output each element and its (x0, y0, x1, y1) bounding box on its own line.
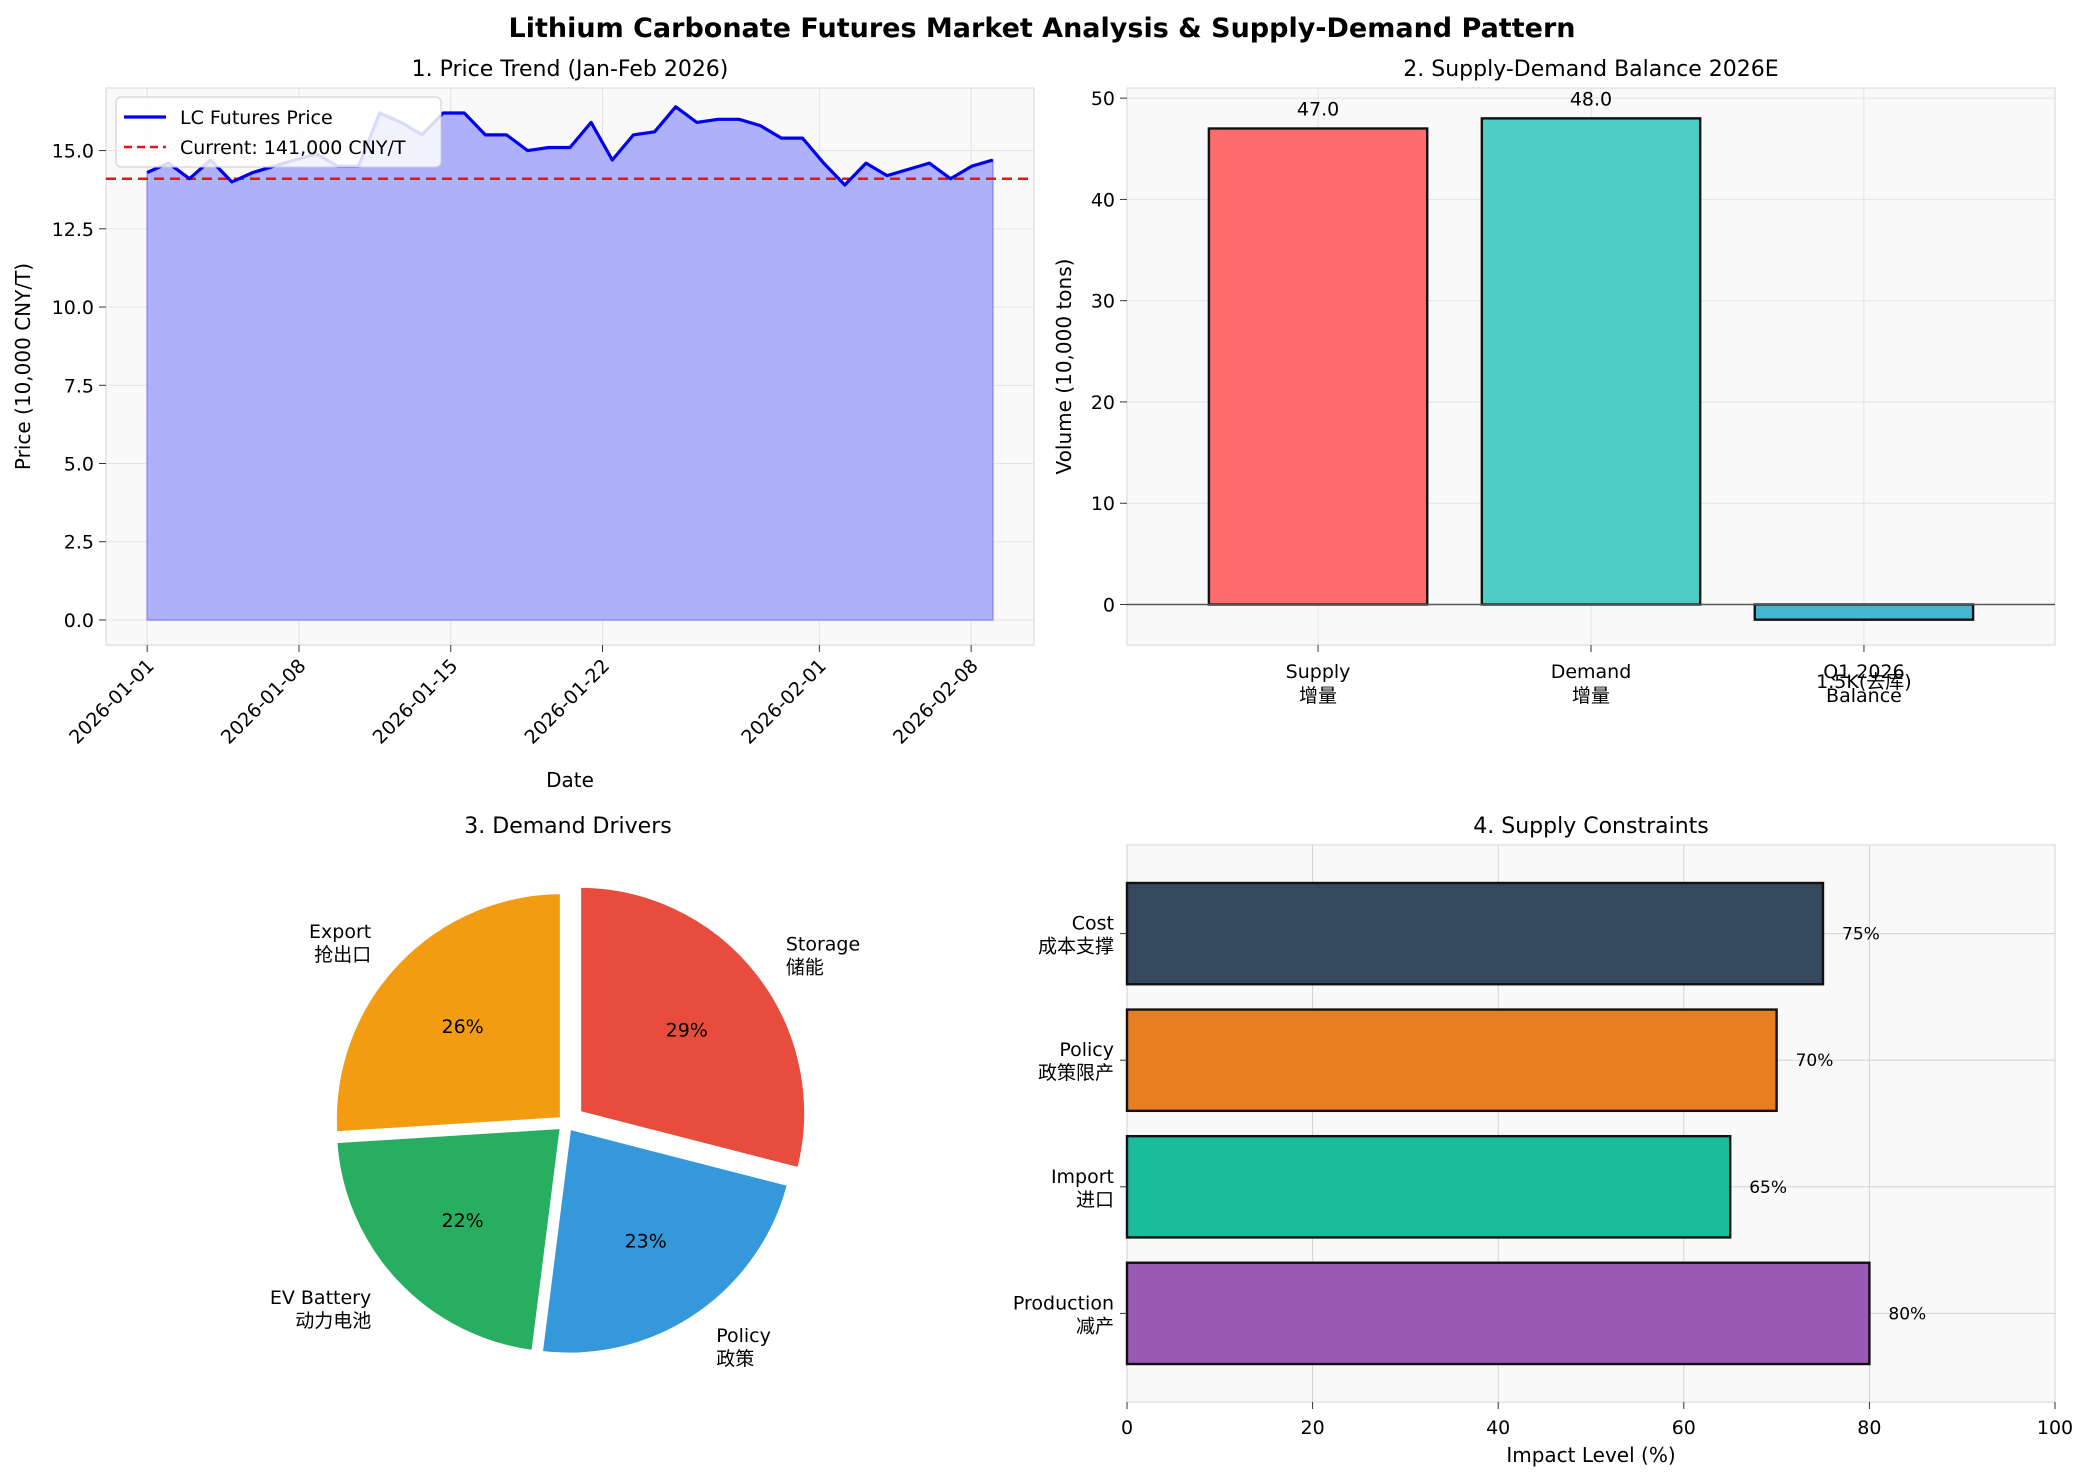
x-axis-label: Date (546, 768, 594, 792)
x-tick-label: Demand (1551, 661, 1632, 683)
pie-label: Policy (716, 1325, 771, 1347)
bar-value-label: 65% (1749, 1178, 1787, 1198)
bar-value-label: 80% (1888, 1304, 1926, 1324)
bar-value-label: 1.5K(去库) (1816, 671, 1912, 693)
x-tick-label: 2026-01-22 (520, 655, 614, 749)
pie-percent-label: 22% (442, 1210, 484, 1232)
bar-value-label: 48.0 (1570, 88, 1612, 110)
price-trend-chart: 0.0 2.5 5.0 7.5 10.0 12.5 15.0 2026-01-01 2026-0… (11, 57, 1035, 792)
y-tick-label: 15.0 (52, 141, 94, 163)
y-tick-label: 10 (1091, 493, 1115, 515)
y-tick-label: Import (1051, 1166, 1114, 1188)
bar-value-label: 70% (1796, 1051, 1834, 1071)
y-tick-label: 5.0 (64, 454, 94, 476)
bar (1125, 1008, 1778, 1113)
pie-label: 动力电池 (295, 1310, 371, 1332)
legend-box (115, 96, 442, 168)
y-tick-label: 40 (1091, 189, 1115, 211)
pie-label: Export (309, 921, 371, 943)
pie-label: Storage (786, 933, 860, 955)
x-tick-label: 2026-01-01 (65, 655, 159, 749)
y-tick-label: 10.0 (52, 297, 94, 319)
y-tick-label: 20 (1091, 392, 1115, 414)
x-tick-label: 2026-01-15 (369, 655, 463, 749)
x-tick-label: 60 (1672, 1417, 1696, 1439)
y-tick-label: 政策限产 (1038, 1062, 1114, 1084)
bar (1753, 603, 1975, 621)
legend-label: LC Futures Price (180, 107, 333, 129)
y-tick-label: Policy (1059, 1039, 1114, 1061)
bar-value-label: 75% (1842, 925, 1880, 945)
x-tick-label: 增量 (1299, 685, 1337, 707)
y-tick-label: 0.0 (64, 610, 94, 632)
figure-title: Lithium Carbonate Futures Market Analysi… (509, 13, 1576, 44)
bar (1125, 1134, 1732, 1239)
y-tick-label: 12.5 (52, 219, 94, 241)
x-tick-label: 2026-02-01 (737, 655, 831, 749)
chart-title: 4. Supply Constraints (1473, 814, 1708, 839)
pie-slice (332, 1123, 565, 1356)
pie-percent-label: 26% (442, 1016, 484, 1038)
x-tick-label: 0 (1121, 1417, 1133, 1439)
x-tick-label: 2026-01-08 (217, 655, 311, 749)
x-tick-label: Supply (1286, 661, 1351, 683)
y-tick-label: 30 (1091, 291, 1115, 313)
y-tick-label: 成本支撑 (1038, 936, 1114, 958)
x-tick-label: 80 (1857, 1417, 1881, 1439)
x-tick-label: 增量 (1572, 685, 1610, 707)
y-tick-label: 0 (1103, 594, 1115, 616)
y-axis-label: Volume (10,000 tons) (1052, 259, 1076, 475)
price-area-fill (146, 105, 994, 621)
y-tick-label: 进口 (1076, 1189, 1114, 1211)
chart-title: 1. Price Trend (Jan-Feb 2026) (412, 57, 729, 82)
x-axis-label: Impact Level (%) (1506, 1443, 1675, 1467)
x-tick-label: Q1 2026 (1823, 661, 1904, 683)
pie-label: 政策 (716, 1348, 754, 1370)
x-tick-label: Balance (1826, 685, 1902, 707)
legend: LC Futures Price Current: 141,000 CNY/T (115, 96, 442, 168)
chart-title: 2. Supply-Demand Balance 2026E (1403, 57, 1778, 82)
y-tick-label: 减产 (1076, 1315, 1114, 1337)
bar (1125, 1261, 1871, 1366)
bar (1125, 881, 1825, 986)
pie-slice (537, 1124, 793, 1358)
x-tick-label: 20 (1301, 1417, 1325, 1439)
y-tick-label: 50 (1091, 88, 1115, 110)
x-tick-label: 2026-02-08 (889, 655, 983, 749)
y-tick-label: Production (1013, 1292, 1114, 1314)
bar (1480, 117, 1702, 606)
pie-label: 储能 (786, 956, 824, 978)
pie-percent-label: 29% (666, 1019, 708, 1041)
y-tick-label: Cost (1072, 913, 1114, 935)
x-tick-label: 40 (1486, 1417, 1510, 1439)
pie-percent-label: 23% (625, 1230, 667, 1252)
x-tick-label: 100 (2037, 1417, 2073, 1439)
bar-value-label: 47.0 (1297, 99, 1339, 121)
y-axis-label: Price (10,000 CNY/T) (11, 263, 35, 470)
pie-label: EV Battery (270, 1287, 371, 1309)
pie-slice (576, 882, 810, 1173)
pie-slice (331, 889, 565, 1137)
bar (1207, 127, 1429, 606)
y-tick-label: 7.5 (64, 375, 94, 397)
pie-label: 抢出口 (314, 944, 371, 966)
legend-label: Current: 141,000 CNY/T (180, 137, 406, 159)
y-tick-label: 2.5 (64, 532, 94, 554)
chart-title: 3. Demand Drivers (464, 814, 671, 839)
